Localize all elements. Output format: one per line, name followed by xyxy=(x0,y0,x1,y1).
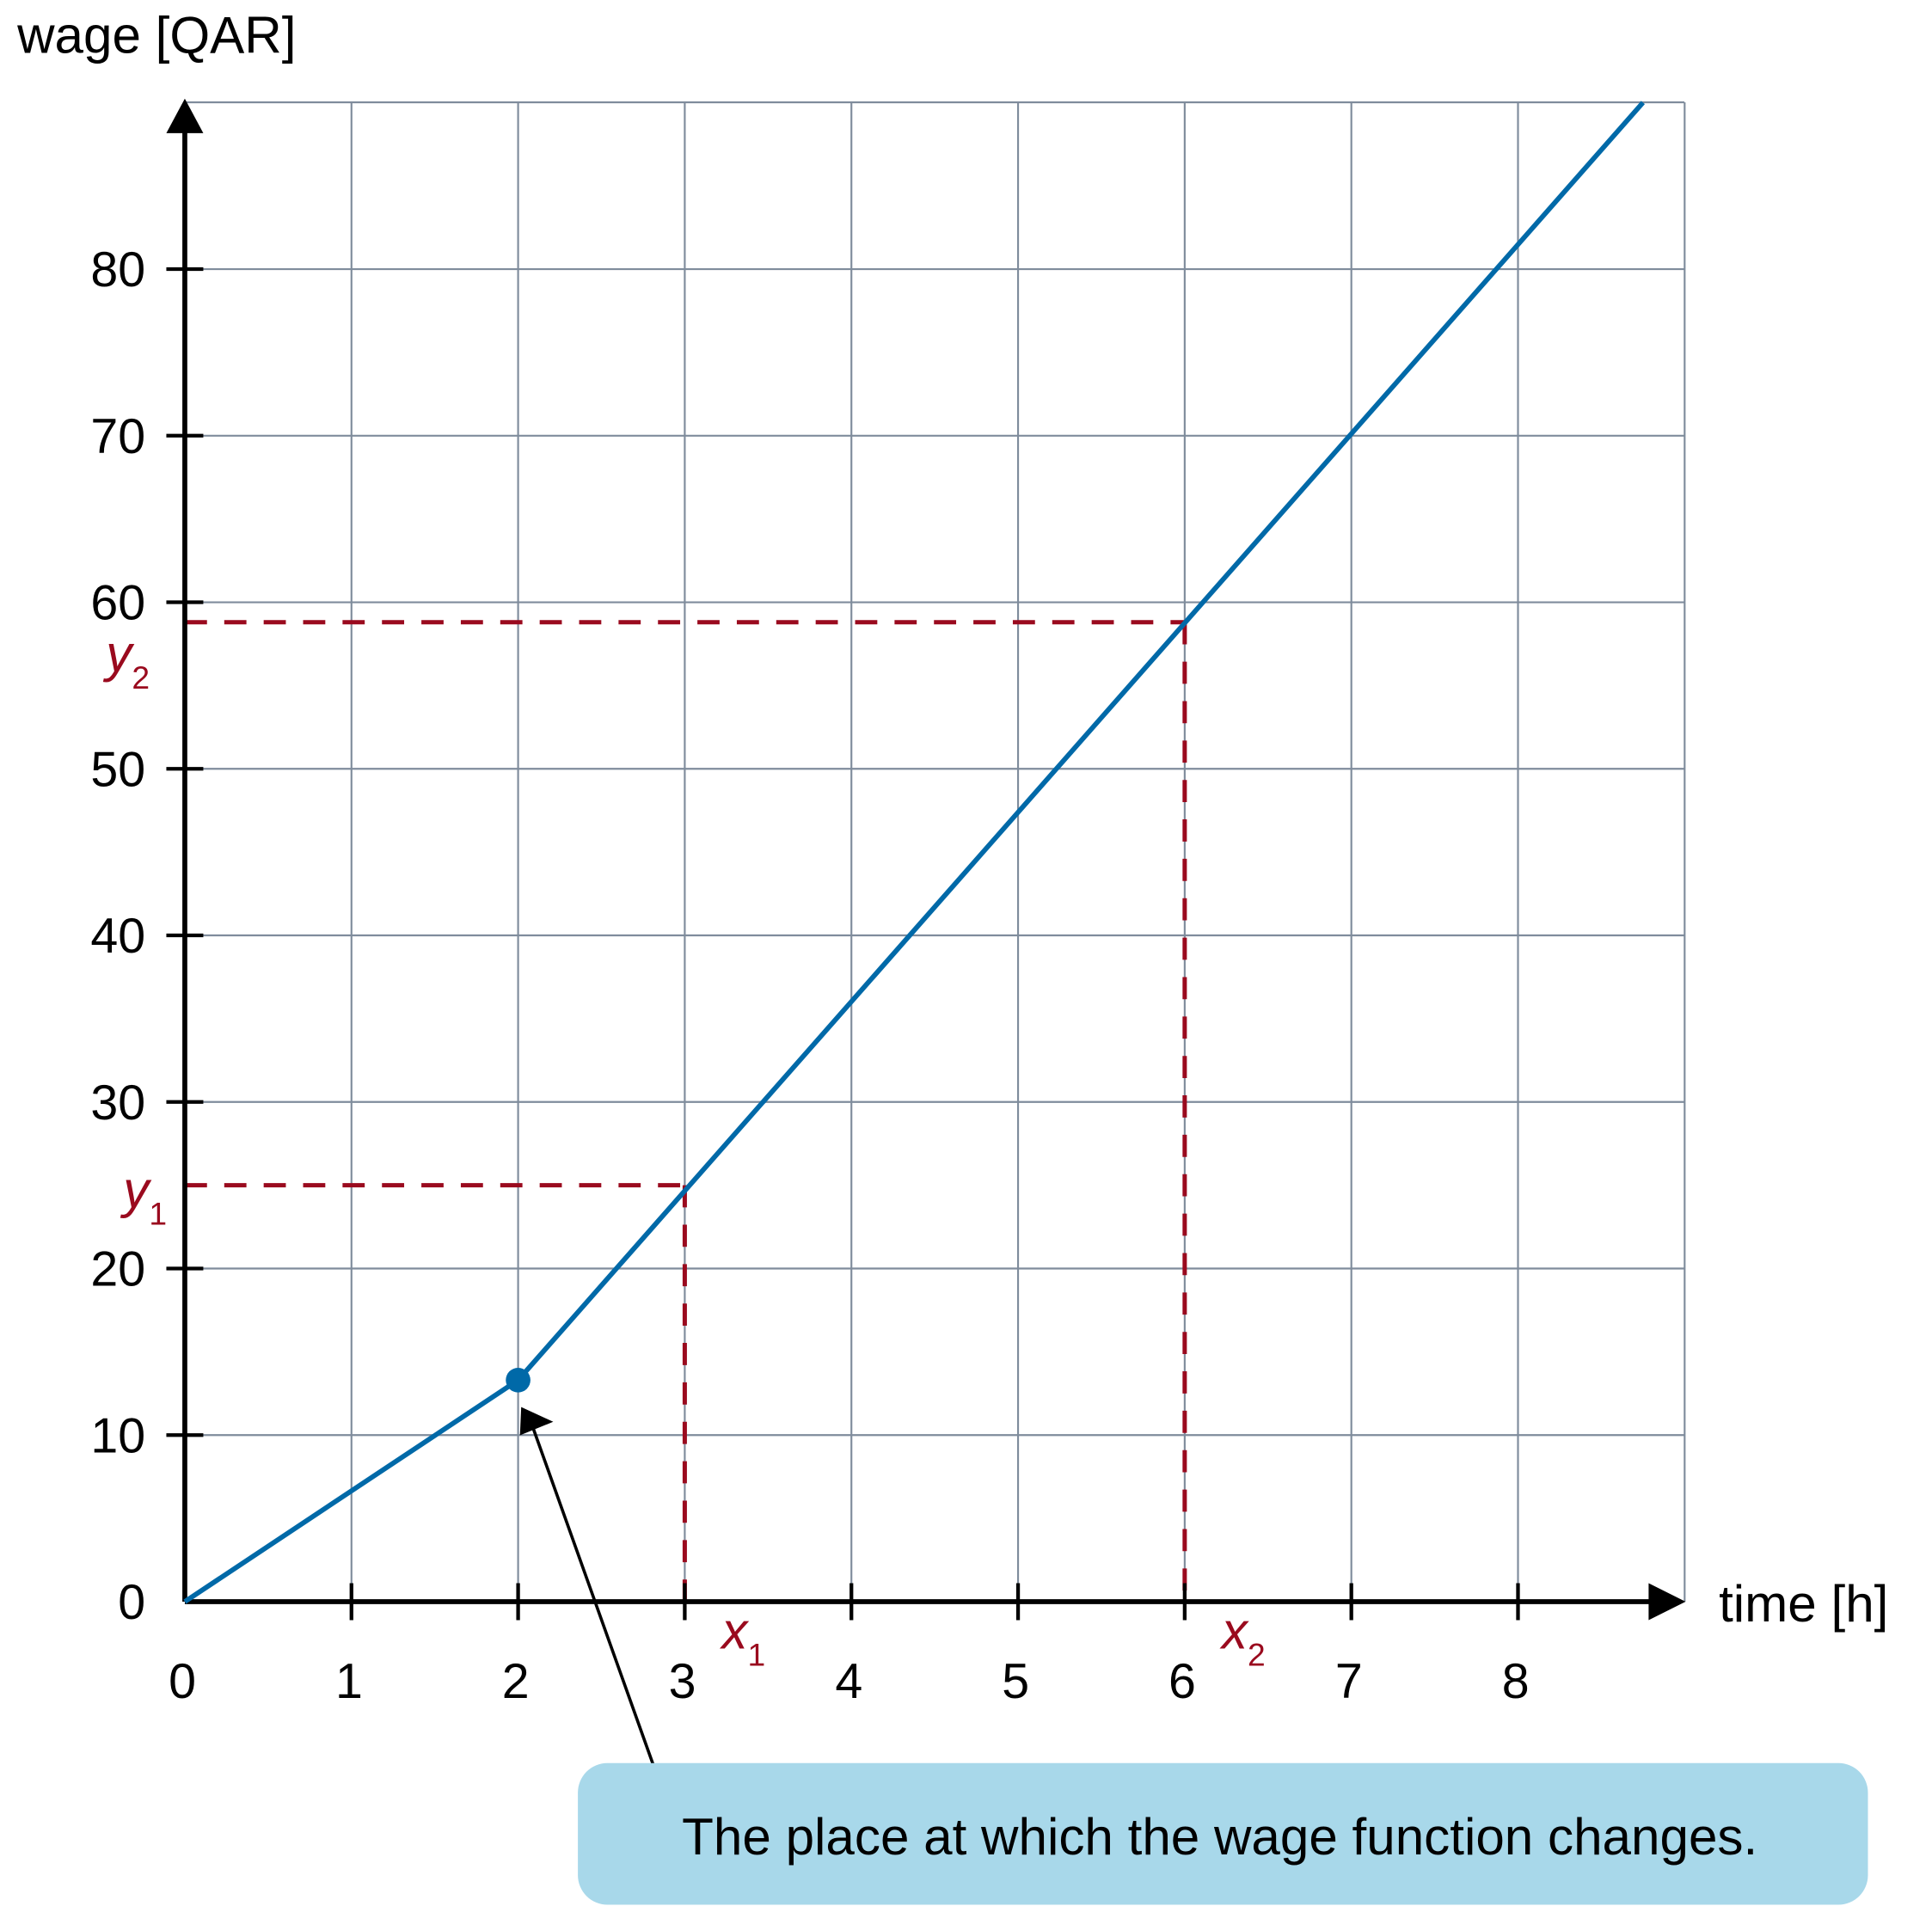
x-axis-arrow-icon xyxy=(1648,1583,1686,1621)
highlight-point xyxy=(506,1367,531,1393)
x-tick-label: 2 xyxy=(502,1654,530,1709)
x-tick-label: 6 xyxy=(1168,1654,1196,1709)
y-axis-arrow-icon xyxy=(166,98,204,133)
x-tick-label: 3 xyxy=(669,1654,696,1709)
y-tick-label: 30 xyxy=(90,1076,145,1131)
x-tick-label: 0 xyxy=(169,1654,196,1709)
x-guide-label: x1 xyxy=(719,1602,765,1672)
x-tick-label: 5 xyxy=(1002,1654,1029,1709)
y-tick-label: 20 xyxy=(90,1242,145,1297)
y-tick-label: 70 xyxy=(90,409,145,464)
x-guide-label: x2 xyxy=(1219,1602,1266,1672)
annotation-text: The place at which the wage function cha… xyxy=(682,1808,1757,1866)
y-guide-label: y2 xyxy=(102,625,150,696)
annotation-arrow xyxy=(531,1428,655,1765)
series-line xyxy=(183,101,1646,1604)
x-axis-label: time [h] xyxy=(1719,1575,1888,1633)
y-axis-label: wage [QAR] xyxy=(16,7,296,64)
y-tick-label: 0 xyxy=(118,1575,145,1630)
grid xyxy=(184,101,1686,1602)
y-tick-label: 60 xyxy=(90,576,145,631)
y-guide-label: y1 xyxy=(120,1161,167,1231)
x-tick-label: 4 xyxy=(835,1654,862,1709)
x-tick-label: 8 xyxy=(1502,1654,1530,1709)
y-tick-label: 80 xyxy=(90,242,145,297)
x-tick-label: 1 xyxy=(335,1654,363,1709)
y-tick-label: 10 xyxy=(90,1408,145,1463)
guide-lines: x1 y1 x2 y2 xyxy=(102,620,1266,1673)
annotation-callout xyxy=(578,1762,1868,1905)
y-tick-label: 50 xyxy=(90,742,145,797)
x-tick-label: 7 xyxy=(1335,1654,1363,1709)
annotation-arrowhead-icon xyxy=(519,1407,554,1436)
y-tick-label: 40 xyxy=(90,909,145,964)
